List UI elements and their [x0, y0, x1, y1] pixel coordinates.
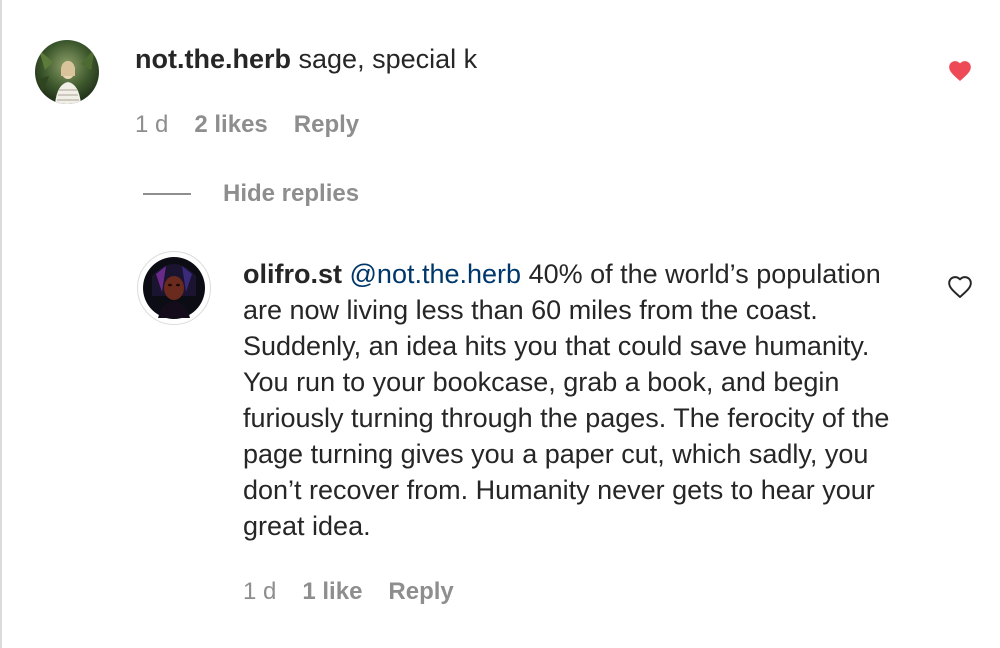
comment-username[interactable]: not.the.herb: [135, 44, 291, 74]
reply-likes-count[interactable]: 1 like: [302, 578, 363, 605]
reply-text: 40% of the world’s population are now li…: [243, 259, 890, 541]
hide-replies-label: Hide replies: [223, 180, 360, 207]
comment-text: sage, special k: [298, 44, 478, 74]
reply-meta: 1 d 1 like Reply: [243, 578, 454, 606]
avatar-photo-plants-icon: [35, 40, 99, 104]
reply-like-button[interactable]: [947, 274, 973, 303]
left-border: [0, 0, 2, 648]
reply-reply-button[interactable]: Reply: [388, 578, 454, 605]
comment-reply-button[interactable]: Reply: [293, 111, 360, 138]
replies-divider-line: [143, 193, 191, 195]
avatar-photo-dark-portrait-icon: [143, 257, 205, 319]
comment-likes-count[interactable]: 2 likes: [194, 111, 268, 138]
reply-body-text: olifro.st @not.the.herb 40% of the world…: [243, 256, 913, 544]
comment-like-button[interactable]: [947, 58, 973, 87]
heart-filled-icon: [949, 61, 971, 82]
heart-outline-icon: [948, 276, 972, 299]
reply-avatar[interactable]: [137, 251, 211, 325]
comment-timestamp[interactable]: 1 d: [135, 111, 169, 138]
hide-replies-toggle[interactable]: Hide replies: [143, 180, 359, 208]
commenter-avatar[interactable]: [35, 40, 99, 104]
comment-meta: 1 d 2 likes Reply: [135, 111, 359, 139]
reply-mention[interactable]: @not.the.herb: [349, 259, 522, 289]
reply-username[interactable]: olifro.st: [243, 259, 342, 289]
comment-main-text: not.the.herb sage, special k: [135, 41, 895, 77]
reply-timestamp[interactable]: 1 d: [243, 578, 277, 605]
